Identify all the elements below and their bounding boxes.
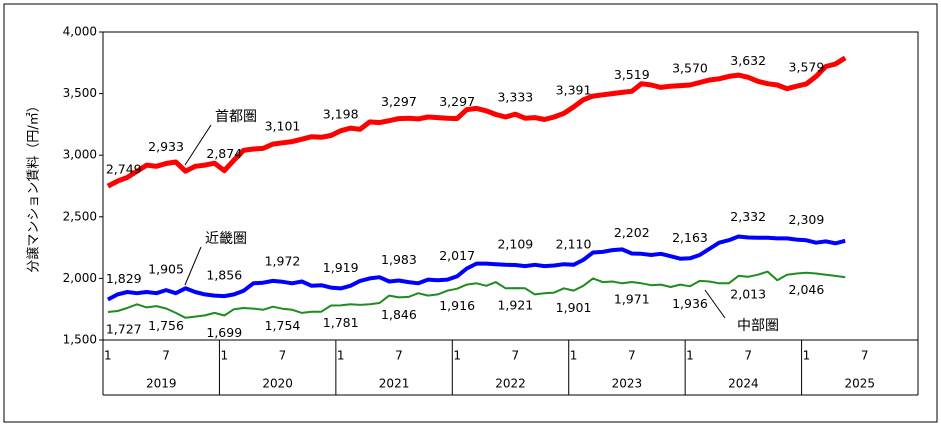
data-label: 3,391 [556, 83, 592, 98]
x-tick-label: 1 [570, 349, 578, 363]
y-tick-label: 3,000 [63, 148, 97, 162]
x-tick-label: 1 [104, 349, 112, 363]
x-tick-label: 7 [861, 349, 869, 363]
year-label: 2021 [379, 377, 410, 391]
data-label: 1,846 [381, 307, 417, 322]
data-label: 3,333 [497, 90, 533, 105]
x-tick-label: 7 [395, 349, 403, 363]
data-label: 2,874 [206, 146, 242, 161]
y-tick-label: 2,000 [63, 271, 97, 285]
data-label: 1,983 [381, 252, 417, 267]
chart-frame [3, 3, 938, 423]
data-label: 2,309 [789, 212, 825, 227]
series-name: 中部圏 [737, 318, 779, 334]
data-label: 3,579 [789, 59, 825, 74]
x-tick-label: 1 [337, 349, 345, 363]
year-label: 2019 [146, 377, 177, 391]
data-label: 2,013 [730, 286, 766, 301]
series-line [106, 234, 846, 302]
data-label: 2,749 [106, 162, 142, 177]
y-tick-label: 1,500 [63, 333, 97, 347]
series-name: 首都圏 [215, 109, 257, 125]
callout-line [184, 124, 212, 166]
x-tick-label: 7 [162, 349, 170, 363]
data-label: 3,519 [614, 67, 650, 82]
data-label: 1,901 [556, 300, 592, 315]
y-axis-label: 分譲マンション賃料（円/㎡） [26, 99, 42, 272]
data-label: 1,829 [106, 271, 142, 286]
series-line [106, 55, 847, 189]
data-label: 2,046 [789, 282, 825, 297]
y-tick-label: 2,500 [63, 209, 97, 223]
x-tick-label: 1 [220, 349, 228, 363]
data-label: 3,297 [439, 94, 475, 109]
x-tick-label: 7 [512, 349, 520, 363]
data-label: 1,727 [106, 322, 142, 337]
data-label: 1,916 [439, 298, 475, 313]
data-label: 3,297 [381, 94, 417, 109]
callout-line [184, 246, 202, 286]
year-label: 2022 [495, 377, 526, 391]
series-name: 近畿圏 [205, 231, 247, 247]
year-label: 2025 [845, 377, 876, 391]
data-label: 2,933 [148, 139, 184, 154]
data-label: 1,972 [265, 253, 301, 268]
year-label: 2024 [728, 377, 759, 391]
data-label: 3,198 [323, 106, 359, 121]
x-tick-label: 1 [453, 349, 461, 363]
data-label: 3,632 [730, 53, 766, 68]
plot-area [102, 31, 919, 341]
data-label: 1,905 [148, 262, 184, 277]
data-label: 1,856 [206, 268, 242, 283]
data-label: 1,921 [497, 298, 533, 313]
data-label: 1,699 [206, 325, 242, 340]
data-label: 2,109 [497, 236, 533, 251]
x-tick-label: 7 [628, 349, 636, 363]
data-label: 2,332 [730, 209, 766, 224]
data-label: 3,570 [672, 60, 708, 75]
data-label: 1,919 [323, 260, 359, 275]
data-label: 2,110 [556, 236, 592, 251]
data-label: 3,101 [265, 118, 301, 133]
data-label: 1,971 [614, 291, 650, 306]
y-tick-label: 4,000 [63, 25, 97, 39]
callout-line [704, 289, 726, 319]
series-line [107, 270, 846, 319]
year-label: 2020 [262, 377, 293, 391]
y-tick-label: 3,500 [63, 86, 97, 100]
x-tick-label: 7 [279, 349, 287, 363]
year-label: 2023 [612, 377, 643, 391]
data-label: 1,936 [672, 296, 708, 311]
data-label: 1,754 [265, 318, 301, 333]
x-tick-label: 7 [744, 349, 752, 363]
data-label: 2,163 [672, 230, 708, 245]
x-tick-label: 1 [803, 349, 811, 363]
data-label: 2,202 [614, 225, 650, 240]
data-label: 1,756 [148, 318, 184, 333]
x-tick-label: 1 [686, 349, 694, 363]
data-label: 2,017 [439, 248, 475, 263]
data-label: 1,781 [323, 315, 359, 330]
